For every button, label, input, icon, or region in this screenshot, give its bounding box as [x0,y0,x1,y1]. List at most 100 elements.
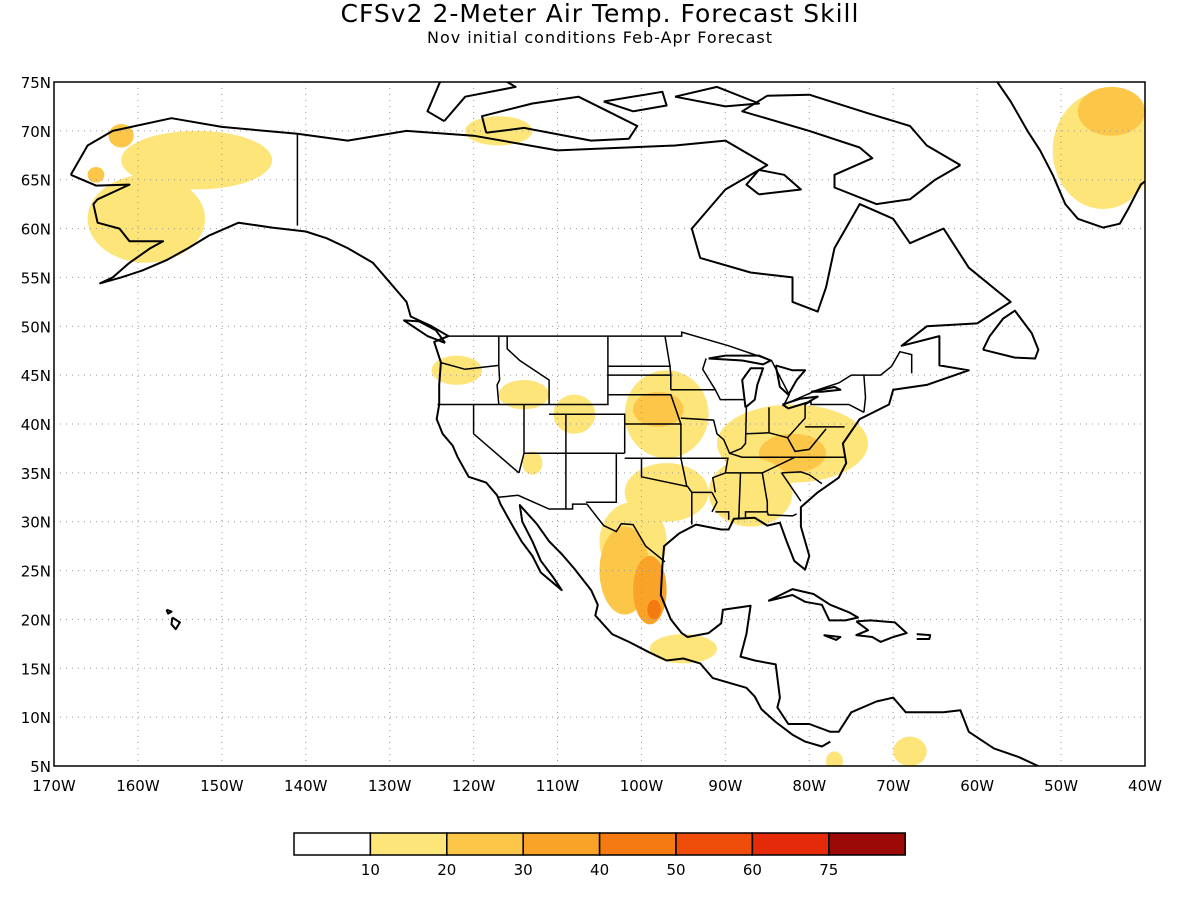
colorbar-label: 10 [361,861,380,879]
colorbar-label: 20 [437,861,456,879]
latitude-label: 75N [21,74,51,92]
border-line [445,331,913,407]
skill-region [1077,86,1145,136]
coastlines [69,43,1145,766]
colorbar-swatch [751,832,830,856]
border-line [624,457,693,525]
coastline [481,95,639,142]
coastline [781,395,819,410]
latitude-label: 25N [21,563,51,581]
skill-region [633,391,684,427]
border-line [711,492,718,513]
skill-region [893,736,927,766]
latitude-label: 30N [21,514,51,532]
latitude-label: 40N [21,416,51,434]
colorbar-label: 75 [819,861,838,879]
coastline [426,82,517,122]
longitude-label: 120W [452,777,496,795]
border-line [472,404,520,474]
border-line [768,404,806,439]
longitude-label: 100W [620,777,664,795]
border-line [670,389,744,401]
skill-region [498,380,550,410]
border-line [680,424,688,487]
coastline [741,93,961,206]
latitude-label: 45N [21,367,51,385]
border-line [729,452,795,458]
latitude-label: 20N [21,611,51,629]
border-line [781,471,823,485]
border-line [780,472,802,502]
skill-region [87,167,105,183]
longitude-label: 130W [368,777,412,795]
coastline [996,82,1145,229]
coastline [855,619,908,643]
border-line [586,453,618,503]
coastline [170,616,181,631]
coastline [823,634,842,641]
border-line [766,511,798,517]
colorbar-label: 60 [743,861,762,879]
map-subtitle: Nov initial conditions Feb-Apr Forecast [426,28,773,47]
latitude-label: 70N [21,123,51,141]
coastline [810,385,842,393]
coastline [403,319,446,344]
skill-region [647,599,661,620]
latitude-label: 15N [21,660,51,678]
longitude-label: 50W [1044,777,1078,795]
longitude-label: 140W [284,777,328,795]
skill-region [826,751,843,766]
map-title: CFSv2 2-Meter Air Temp. Forecast Skill [340,0,860,28]
border-line [701,358,716,391]
longitude-label: 90W [708,777,742,795]
coastline [759,43,893,72]
colorbar: 10 20 30 40 50 60 75 [293,832,906,879]
colorbar-swatch [828,832,906,856]
border-line [738,472,742,518]
longitude-label: 60W [960,777,994,795]
longitude-label: 150W [200,777,244,795]
coastline [70,173,831,748]
border-line [804,400,865,413]
longitude-label: 80W [792,777,826,795]
border-line [863,375,867,413]
colorbar-label: 50 [666,861,685,879]
border-line [715,511,730,520]
skill-region [87,174,206,263]
coastline [982,309,1040,360]
longitude-label: 40W [1128,777,1162,795]
border-line [496,336,501,405]
coastline [674,85,760,108]
coastline [774,364,807,396]
skill-region [649,634,717,664]
longitude-label: 110W [536,777,580,795]
longitude-label: 70W [876,777,910,795]
longitude-label: 160W [116,777,160,795]
border-line [497,494,666,563]
coastline [741,367,765,409]
state-borders [296,133,913,563]
coastline [708,354,772,366]
colorbar-swatch [675,832,754,856]
coastline [69,117,1041,766]
latitude-label: 65N [21,172,51,190]
skill-region [121,130,273,190]
border-line [506,336,550,405]
skill-region [708,458,793,527]
colorbar-swatch [369,832,448,856]
border-line [607,393,682,425]
coastline [165,608,173,615]
border-line [439,361,499,371]
colorbar-swatch [293,832,372,856]
latitude-label: 55N [21,269,51,287]
longitude-label: 170W [32,777,76,795]
latitude-label: 5N [30,758,51,776]
latitude-label: 10N [21,709,51,727]
skill-region [522,451,543,475]
coastline [916,633,932,640]
map-frame [53,81,1146,767]
latitude-labels: 75N 70N 65N 60N 55N 50N 45N 40N 35N 30N 25N 20N 15N 1… [21,74,51,776]
colorbar-label: 40 [590,861,609,879]
colorbar-swatch [522,832,601,856]
border-line [711,472,726,493]
